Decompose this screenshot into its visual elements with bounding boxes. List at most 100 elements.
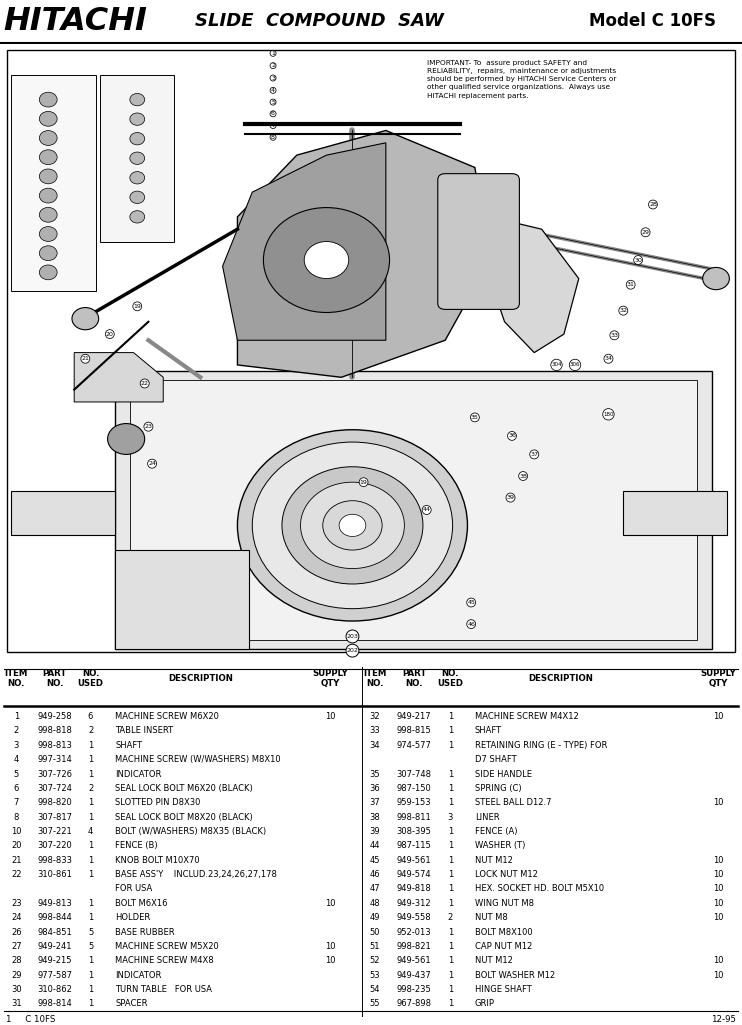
Text: 959-153: 959-153: [397, 798, 431, 808]
Text: 49: 49: [370, 913, 380, 922]
Text: MACHINE SCREW M4X8: MACHINE SCREW M4X8: [115, 956, 214, 966]
Text: 47: 47: [370, 885, 380, 894]
Text: 37: 37: [370, 798, 380, 808]
Text: 10: 10: [713, 712, 723, 722]
Circle shape: [263, 208, 390, 313]
Text: 1: 1: [447, 770, 453, 779]
Text: PART
NO.: PART NO.: [43, 668, 67, 688]
Text: 8: 8: [13, 813, 19, 822]
Text: 38: 38: [370, 813, 380, 822]
Text: 203: 203: [347, 633, 358, 639]
Text: 1: 1: [447, 784, 453, 793]
Text: 1: 1: [447, 942, 453, 951]
Text: SUPPLY
QTY: SUPPLY QTY: [312, 668, 348, 688]
FancyBboxPatch shape: [438, 173, 519, 310]
FancyBboxPatch shape: [115, 371, 712, 649]
Text: 1: 1: [13, 712, 19, 722]
Text: 7: 7: [13, 798, 19, 808]
Text: 31: 31: [627, 282, 634, 287]
Text: HOLDER: HOLDER: [115, 913, 151, 922]
Text: 10: 10: [713, 956, 723, 966]
Text: 304: 304: [551, 363, 562, 367]
Text: 998-820: 998-820: [38, 798, 72, 808]
FancyBboxPatch shape: [623, 491, 727, 535]
Text: 4: 4: [13, 755, 19, 765]
Circle shape: [130, 152, 145, 164]
Text: 998-833: 998-833: [37, 856, 73, 865]
Text: 29: 29: [642, 230, 649, 235]
Text: WASHER (T): WASHER (T): [475, 842, 525, 851]
Text: SEAL LOCK BOLT M8X20 (BLACK): SEAL LOCK BOLT M8X20 (BLACK): [115, 813, 253, 822]
Text: Model C 10FS: Model C 10FS: [589, 12, 717, 30]
Text: 4: 4: [88, 827, 93, 836]
Text: 1: 1: [447, 727, 453, 736]
Text: 1: 1: [88, 798, 93, 808]
Text: BOLT M8X100: BOLT M8X100: [475, 928, 533, 937]
Text: LOCK NUT M12: LOCK NUT M12: [475, 870, 538, 879]
Text: HEX. SOCKET HD. BOLT M5X10: HEX. SOCKET HD. BOLT M5X10: [475, 885, 604, 894]
Text: 952-013: 952-013: [397, 928, 431, 937]
Text: 10: 10: [713, 885, 723, 894]
Text: BASE RUBBER: BASE RUBBER: [115, 928, 174, 937]
Text: 987-115: 987-115: [397, 842, 431, 851]
Text: 5: 5: [13, 770, 19, 779]
Text: 20: 20: [106, 332, 114, 336]
Text: 1: 1: [271, 51, 275, 55]
Text: 310-861: 310-861: [37, 870, 73, 879]
Text: 53: 53: [370, 971, 380, 980]
Text: 10: 10: [713, 899, 723, 908]
Text: INDICATOR: INDICATOR: [115, 770, 162, 779]
Circle shape: [39, 207, 57, 222]
Text: KNOB BOLT M10X70: KNOB BOLT M10X70: [115, 856, 200, 865]
FancyBboxPatch shape: [130, 380, 697, 640]
Text: 10: 10: [713, 856, 723, 865]
Text: 23: 23: [11, 899, 22, 908]
Text: 2: 2: [88, 784, 93, 793]
Text: 1: 1: [447, 798, 453, 808]
Text: 5: 5: [88, 928, 93, 937]
Text: 27: 27: [134, 606, 141, 611]
Text: 1: 1: [88, 842, 93, 851]
Text: 10: 10: [713, 870, 723, 879]
Text: INDICATOR: INDICATOR: [115, 971, 162, 980]
Text: 4: 4: [271, 88, 275, 93]
Text: 307-221: 307-221: [38, 827, 72, 836]
Text: 19: 19: [134, 303, 141, 309]
Circle shape: [323, 500, 382, 550]
Text: 1: 1: [447, 856, 453, 865]
Text: 2: 2: [447, 913, 453, 922]
Text: 949-437: 949-437: [397, 971, 431, 980]
Text: 1: 1: [88, 956, 93, 966]
Text: 35: 35: [370, 770, 380, 779]
Text: 52: 52: [370, 956, 380, 966]
Text: 306: 306: [570, 363, 580, 367]
Text: 1: 1: [447, 999, 453, 1009]
Text: 949-813: 949-813: [38, 899, 72, 908]
Text: 984-851: 984-851: [38, 928, 72, 937]
Text: 35: 35: [471, 415, 479, 420]
Text: 998-813: 998-813: [37, 741, 73, 750]
Text: NO.
USED: NO. USED: [437, 668, 464, 688]
Polygon shape: [490, 217, 579, 353]
Text: 23: 23: [145, 424, 152, 429]
Text: 6: 6: [88, 712, 93, 722]
Circle shape: [39, 130, 57, 146]
Text: 1: 1: [447, 741, 453, 750]
Text: 46: 46: [370, 870, 380, 879]
Text: 33: 33: [370, 727, 380, 736]
Text: 55: 55: [370, 999, 380, 1009]
FancyBboxPatch shape: [11, 75, 96, 291]
Circle shape: [237, 429, 467, 621]
Polygon shape: [237, 130, 490, 377]
Text: PART
NO.: PART NO.: [402, 668, 426, 688]
Text: 5: 5: [88, 942, 93, 951]
Text: 1: 1: [88, 913, 93, 922]
Text: 1: 1: [88, 741, 93, 750]
Text: BOLT M6X16: BOLT M6X16: [115, 899, 168, 908]
Text: 1: 1: [447, 899, 453, 908]
Text: 3: 3: [13, 741, 19, 750]
Text: SHAFT: SHAFT: [115, 741, 142, 750]
Text: HITACHI: HITACHI: [4, 6, 148, 37]
Text: 39: 39: [507, 495, 514, 500]
Text: 24: 24: [11, 913, 22, 922]
